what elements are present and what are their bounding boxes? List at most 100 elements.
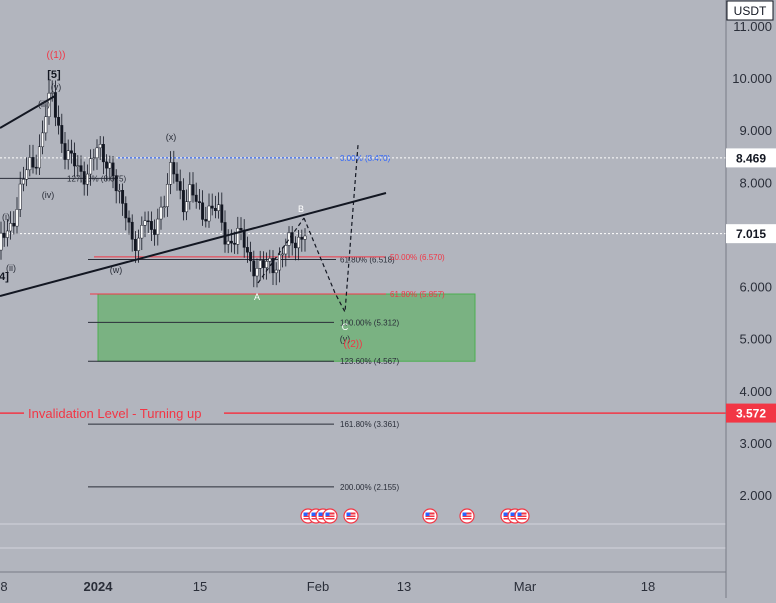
wave-label: (x) xyxy=(166,132,177,142)
flag-canton xyxy=(517,512,522,516)
us-flag-icon[interactable] xyxy=(459,508,475,524)
price-tag-invalidation-text: 3.572 xyxy=(736,407,766,421)
candle-body xyxy=(133,239,137,251)
candle-body xyxy=(226,240,230,245)
candle-body xyxy=(15,209,19,227)
candle-body xyxy=(12,223,16,227)
price-axis[interactable]: 11.00010.0009.0008.0007.0006.0005.0004.0… xyxy=(732,19,772,503)
fib-label: 200.00% (2.155) xyxy=(340,483,399,492)
us-flag-icon[interactable] xyxy=(514,508,530,524)
time-axis[interactable]: 8 2024 15 Feb 13 Mar 18 xyxy=(0,579,655,594)
candle-body xyxy=(5,230,9,238)
candle-body xyxy=(277,254,281,271)
flag-stripe xyxy=(325,517,335,518)
candle-body xyxy=(220,204,224,223)
wave-label: (v) xyxy=(51,82,62,92)
candle-body xyxy=(21,179,25,185)
candle-body xyxy=(300,236,304,240)
flag-stripe xyxy=(346,514,356,516)
candle-body xyxy=(149,221,153,230)
candle-body xyxy=(34,166,38,169)
us-flag-icon[interactable] xyxy=(322,508,338,524)
price-tick-label: 9.000 xyxy=(739,123,772,138)
flag-stripe xyxy=(517,517,527,518)
price-tag-invalidation: 3.572 xyxy=(726,403,776,423)
currency-label: USDT xyxy=(734,4,767,18)
candle-body xyxy=(210,205,214,209)
event-icons[interactable] xyxy=(300,508,530,524)
candle-body xyxy=(47,92,51,118)
fib-label: 123.60% (4.567) xyxy=(340,357,399,366)
invalidation-label: Invalidation Level - Turning up xyxy=(28,406,201,421)
candle-body xyxy=(265,261,269,268)
price-tick-label: 3.000 xyxy=(739,436,772,451)
candle-body xyxy=(28,157,32,171)
candle-body xyxy=(159,206,163,220)
flag-stripes xyxy=(462,512,472,520)
us-flag-icon[interactable] xyxy=(422,508,438,524)
candle-body xyxy=(156,218,160,235)
candle-body xyxy=(25,169,29,180)
flag-stripe xyxy=(346,517,356,518)
wave-label: (iv) xyxy=(42,190,55,200)
candle-body xyxy=(303,235,307,240)
candle-body xyxy=(229,240,233,244)
candle-body xyxy=(287,232,291,246)
candle-body xyxy=(92,157,96,160)
wave-label: B xyxy=(298,204,304,214)
price-tick-label: 11.000 xyxy=(733,19,772,34)
price-tag-last: 7.015 xyxy=(726,224,776,244)
flag-canton xyxy=(346,512,351,516)
wave-label: C xyxy=(342,322,349,332)
flag-stripe xyxy=(325,514,335,516)
candle-body xyxy=(143,220,147,226)
candle-body xyxy=(201,202,205,220)
candle-body xyxy=(44,116,48,134)
candle-body xyxy=(53,92,57,118)
candle-body xyxy=(31,157,35,168)
candle-body xyxy=(223,222,227,245)
flag-stripe xyxy=(303,517,313,518)
candle-body xyxy=(146,220,150,223)
candle-body xyxy=(82,171,86,185)
flag-canton xyxy=(503,512,508,516)
candle-body xyxy=(172,162,176,175)
candle-body xyxy=(268,258,272,262)
flag-stripe xyxy=(462,517,472,518)
flag-stripe xyxy=(303,514,313,516)
time-tick-label: 18 xyxy=(641,579,655,594)
fib-label: 50.00% (6.570) xyxy=(390,253,445,262)
candle-body xyxy=(281,253,285,256)
candle-body xyxy=(73,152,77,167)
fib-label: 61.80% (5.857) xyxy=(390,290,445,299)
time-tick-label: Mar xyxy=(514,579,537,594)
support-trendline xyxy=(0,192,387,297)
wave-label: ((2)) xyxy=(344,339,363,350)
plot-area[interactable] xyxy=(0,0,726,572)
fib-label: 161.80% (3.361) xyxy=(340,420,399,429)
candle-body xyxy=(197,201,201,204)
candle-body xyxy=(79,165,83,172)
flag-canton xyxy=(311,512,316,516)
flag-stripe xyxy=(462,514,472,516)
flag-stripe xyxy=(425,514,435,516)
candle-body xyxy=(181,190,185,213)
candle-body xyxy=(165,184,169,207)
candle-body xyxy=(111,162,115,176)
candle-body xyxy=(105,161,109,169)
wave-label: (ii) xyxy=(6,263,16,273)
time-tick-label: 8 xyxy=(0,579,7,594)
candle-body xyxy=(101,144,105,163)
candle-body xyxy=(66,150,70,160)
candle-body xyxy=(37,146,41,169)
us-flag-icon[interactable] xyxy=(343,508,359,524)
candle-body xyxy=(89,158,93,175)
currency-badge[interactable] xyxy=(726,0,774,21)
candle-body xyxy=(175,173,179,182)
candle-body xyxy=(137,237,141,251)
candle-body xyxy=(121,190,125,204)
wave-label: (i) xyxy=(2,212,10,222)
time-tick-label: 13 xyxy=(397,579,411,594)
